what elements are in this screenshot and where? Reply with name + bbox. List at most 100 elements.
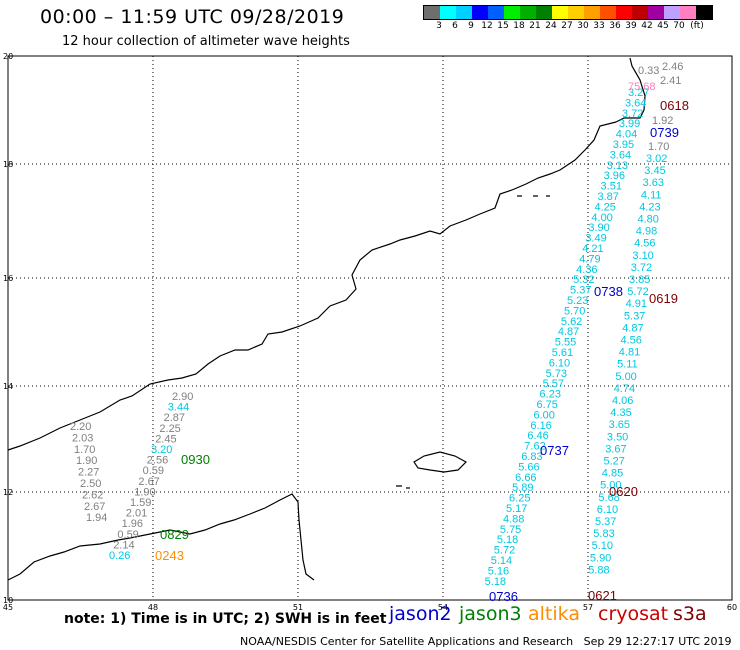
wave-height-value: 1.96 (122, 518, 143, 530)
wave-height-value: 3.72 (631, 262, 652, 274)
colorbar-swatch (472, 6, 488, 19)
wave-height-value: 4.81 (619, 347, 640, 359)
somali-coastline (7, 493, 315, 581)
colorbar-label: 39 (625, 21, 637, 31)
colorbar-label: 24 (545, 21, 557, 31)
colorbar-swatch (648, 6, 664, 19)
wave-height-value: 2.20 (70, 421, 91, 433)
wave-height-value: 3.65 (609, 419, 630, 431)
wave-height-value: 1.94 (86, 512, 107, 524)
longitude-label: 51 (293, 603, 303, 612)
colorbar-swatch (488, 6, 504, 19)
pass-time-label: 0620 (609, 484, 638, 499)
legend-jason2: jason2 (389, 603, 452, 625)
wave-height-value: 6.10 (549, 357, 570, 369)
wave-height-value: 6.25 (509, 493, 530, 505)
wave-height-value: 5.57 (543, 378, 564, 390)
units-note: note: 1) Time is in UTC; 2) SWH is in fe… (64, 611, 387, 627)
map-frame (7, 55, 733, 601)
wave-height-colorbar (423, 5, 713, 20)
legend-s3a: s3a (673, 603, 707, 625)
wave-height-value: 1.92 (652, 115, 673, 127)
wave-height-value: 0.26 (109, 550, 130, 562)
colorbar-label: 3 (436, 21, 442, 31)
wave-height-value: 5.11 (617, 359, 638, 371)
wave-height-value: 5.72 (627, 286, 648, 298)
wave-height-value: 3.99 (619, 118, 640, 130)
longitude-label: 45 (3, 603, 13, 612)
wave-height-value: 1.70 (648, 141, 669, 153)
colorbar-swatch (504, 6, 520, 19)
small-islands (396, 485, 410, 489)
wave-height-value: 2.01 (126, 508, 147, 520)
track-values: 3.273.643.723.994.043.953.643.133.963.51… (70, 61, 689, 604)
wave-height-value: 5.18 (497, 534, 518, 546)
wave-height-value: 0.59 (117, 529, 138, 541)
colorbar-label: 36 (609, 21, 621, 31)
colorbar-label: 6 (452, 21, 458, 31)
wave-height-value: 5.37 (570, 285, 591, 297)
wave-height-value: 5.37 (624, 310, 645, 322)
colorbar-label: 27 (561, 21, 573, 31)
wave-height-value: 3.95 (613, 139, 634, 151)
wave-height-value: 2.27 (78, 467, 99, 479)
wave-height-value: 6.10 (597, 504, 618, 516)
wave-height-value: 3.67 (605, 443, 626, 455)
longitude-label: 54 (438, 603, 448, 612)
wave-height-value: 5.89 (512, 482, 533, 494)
longitude-label: 60 (727, 603, 737, 612)
map-title: 00:00 – 11:59 UTC 09/28/2019 (40, 6, 345, 28)
wave-height-value: 5.32 (573, 274, 594, 286)
wave-height-value: 3.51 (601, 181, 622, 193)
colorbar-swatch (552, 6, 568, 19)
socotra-island (413, 451, 467, 473)
colorbar-label: 42 (641, 21, 653, 31)
latitude-label: 18 (3, 160, 13, 169)
colorbar-label: 33 (593, 21, 605, 31)
wave-height-value: 1.70 (74, 444, 95, 456)
wave-height-value: 1.59 (130, 497, 151, 509)
wave-height-value: 1.90 (76, 455, 97, 467)
pass-time-label: 0930 (181, 452, 210, 467)
wave-height-value: 4.79 (579, 253, 600, 265)
wave-height-value: 4.36 (576, 264, 597, 276)
pass-time-label: 0829 (160, 527, 189, 542)
colorbar-label: 9 (468, 21, 474, 31)
colorbar-swatch (536, 6, 552, 19)
wave-height-value: 4.11 (641, 189, 662, 201)
colorbar-swatch (584, 6, 600, 19)
wave-height-value: 5.00 (600, 480, 621, 492)
colorbar-label: 21 (529, 21, 541, 31)
wave-height-value: 3.63 (643, 177, 664, 189)
wave-height-value: 2.67 (84, 501, 105, 513)
wave-height-value: 4.80 (638, 214, 659, 226)
wave-height-value: 5.16 (488, 565, 509, 577)
wave-height-value: 4.56 (634, 238, 655, 250)
wave-height-value: 5.23 (567, 295, 588, 307)
map-subtitle: 12 hour collection of altimeter wave hei… (62, 34, 350, 49)
wave-height-value: 2.25 (159, 423, 180, 435)
pass-time-label: 0737 (540, 443, 569, 458)
colorbar-swatch (632, 6, 648, 19)
wave-height-value: 4.04 (616, 129, 637, 141)
pass-time-label: 0243 (155, 548, 184, 563)
wave-height-value: 3.13 (607, 160, 628, 172)
wave-height-value: 5.55 (555, 337, 576, 349)
pass-time-label: 0621 (588, 588, 617, 603)
wave-height-value: 4.06 (612, 395, 633, 407)
colorbar-swatch (568, 6, 584, 19)
colorbar-label: 12 (481, 21, 493, 31)
wave-height-value: 6.23 (540, 389, 561, 401)
wave-height-value: 3.49 (585, 233, 606, 245)
wave-height-value: 3.44 (168, 402, 189, 414)
wave-height-value: 3.64 (610, 149, 631, 161)
wave-height-value: 2.56 (147, 455, 168, 467)
wave-height-value: 4.25 (594, 201, 615, 213)
colorbar-swatch (680, 6, 696, 19)
wave-height-value: 6.16 (530, 420, 551, 432)
wave-height-value: 5.62 (561, 316, 582, 328)
wave-height-value: 2.03 (72, 432, 93, 444)
wave-height-value: 4.91 (626, 298, 647, 310)
wave-height-value: 0.59 (143, 465, 164, 477)
